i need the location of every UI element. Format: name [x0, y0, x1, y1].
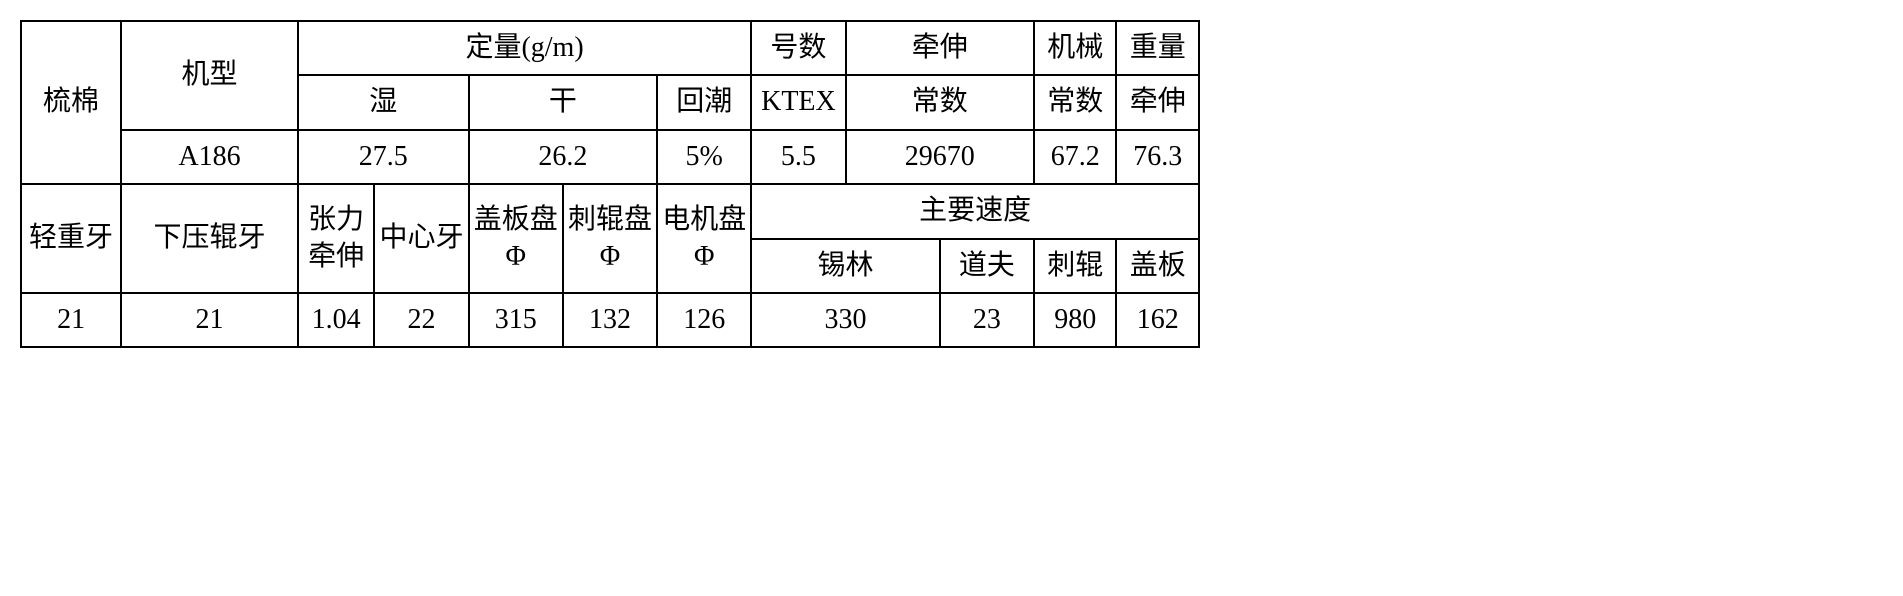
header-cell: 盖板盘Φ	[469, 184, 563, 293]
data-cell: 315	[469, 293, 563, 347]
data-cell: 22	[374, 293, 468, 347]
header-cell: 号数	[751, 21, 845, 75]
header-cell: 梳棉	[21, 21, 121, 184]
data-cell: 1.04	[298, 293, 375, 347]
header-cell: 锡林	[751, 239, 939, 293]
data-cell: 126	[657, 293, 751, 347]
header-cell: 常数	[846, 75, 1034, 129]
header-cell: 牵伸	[1116, 75, 1199, 129]
header-cell: 中心牙	[374, 184, 468, 293]
header-cell: 机型	[121, 21, 298, 130]
data-cell: 5.5	[751, 130, 845, 184]
data-cell: 21	[121, 293, 298, 347]
data-cell: 23	[940, 293, 1034, 347]
data-cell: 162	[1116, 293, 1199, 347]
header-cell: 湿	[298, 75, 469, 129]
data-cell: 27.5	[298, 130, 469, 184]
spec-table: 梳棉 机型 定量(g/m) 号数 牵伸 机械 重量 湿 干 回潮 KTEX 常数…	[20, 20, 1200, 348]
header-cell: 下压辊牙	[121, 184, 298, 293]
header-cell: 刺辊盘Φ	[563, 184, 657, 293]
header-cell: 电机盘Φ	[657, 184, 751, 293]
header-cell: 常数	[1034, 75, 1116, 129]
header-cell: 张力牵伸	[298, 184, 375, 293]
header-cell: 牵伸	[846, 21, 1034, 75]
data-cell: A186	[121, 130, 298, 184]
data-cell: 21	[21, 293, 121, 347]
spec-table-container: 梳棉 机型 定量(g/m) 号数 牵伸 机械 重量 湿 干 回潮 KTEX 常数…	[20, 20, 1200, 348]
header-cell: 轻重牙	[21, 184, 121, 293]
data-cell: 26.2	[469, 130, 657, 184]
header-cell: 道夫	[940, 239, 1034, 293]
data-cell: 76.3	[1116, 130, 1199, 184]
header-cell: 主要速度	[751, 184, 1199, 238]
header-cell: KTEX	[751, 75, 845, 129]
header-cell: 刺辊	[1034, 239, 1116, 293]
data-cell: 29670	[846, 130, 1034, 184]
data-cell: 132	[563, 293, 657, 347]
data-cell: 980	[1034, 293, 1116, 347]
header-cell: 重量	[1116, 21, 1199, 75]
data-cell: 67.2	[1034, 130, 1116, 184]
header-cell: 盖板	[1116, 239, 1199, 293]
data-cell: 5%	[657, 130, 751, 184]
header-cell: 回潮	[657, 75, 751, 129]
header-cell: 定量(g/m)	[298, 21, 752, 75]
header-cell: 机械	[1034, 21, 1116, 75]
data-cell: 330	[751, 293, 939, 347]
header-cell: 干	[469, 75, 657, 129]
